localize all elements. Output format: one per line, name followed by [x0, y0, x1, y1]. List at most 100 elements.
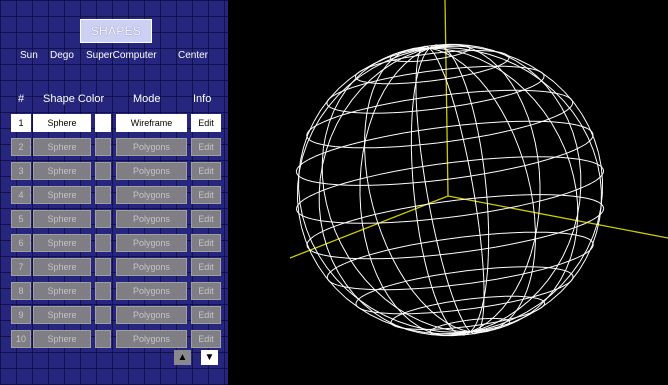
wireframe-edge: [580, 143, 587, 148]
wireframe-edge: [566, 189, 577, 194]
shape-select[interactable]: Sphere: [33, 210, 91, 228]
edit-button[interactable]: Edit: [191, 234, 221, 252]
mode-select[interactable]: Polygons: [116, 234, 187, 252]
shape-number-button[interactable]: 6: [11, 234, 31, 252]
shape-select[interactable]: Sphere: [33, 330, 91, 348]
color-swatch-button[interactable]: [95, 138, 111, 156]
wireframe-edge: [393, 168, 409, 172]
wireframe-edge: [576, 186, 585, 191]
wireframe-edge: [572, 132, 578, 146]
shape-select[interactable]: Sphere: [33, 282, 91, 300]
wireframe-edge: [538, 300, 551, 310]
edit-button[interactable]: Edit: [191, 162, 221, 180]
edit-button[interactable]: Edit: [191, 210, 221, 228]
wireframe-edge: [393, 325, 397, 328]
wireframe-edge: [580, 196, 588, 199]
shape-number-button[interactable]: 1: [11, 114, 31, 132]
wireframe-edge: [395, 74, 406, 78]
color-swatch-button[interactable]: [95, 162, 111, 180]
wireframe-edge: [426, 69, 438, 72]
shape-number-button[interactable]: 9: [11, 306, 31, 324]
wireframe-edge: [558, 93, 564, 96]
wireframe-edge: [522, 238, 536, 243]
wireframe-edge: [533, 227, 538, 242]
mode-select[interactable]: Polygons: [116, 282, 187, 300]
wireframe-edge: [465, 85, 470, 97]
color-swatch-button[interactable]: [95, 258, 111, 276]
wireframe-edge: [344, 110, 351, 113]
wireframe-edge: [437, 60, 442, 69]
edit-button[interactable]: Edit: [191, 282, 221, 300]
wireframe-edge: [511, 83, 519, 95]
wireframe-edge: [444, 75, 449, 86]
shape-select[interactable]: Sphere: [33, 306, 91, 324]
color-swatch-button[interactable]: [95, 282, 111, 300]
wireframe-edge: [508, 274, 521, 278]
shape-select[interactable]: Sphere: [33, 162, 91, 180]
wireframe-edge: [486, 315, 496, 324]
wireframe-edge: [331, 93, 337, 97]
wireframe-edge: [343, 179, 355, 184]
wireframe-edge: [432, 303, 440, 306]
color-swatch-button[interactable]: [95, 186, 111, 204]
wireframe-edge: [464, 324, 469, 330]
shape-number-button[interactable]: 4: [11, 186, 31, 204]
wireframe-edge: [429, 94, 443, 98]
mode-select[interactable]: Polygons: [116, 210, 187, 228]
wireframe-edge: [368, 113, 374, 126]
shape-select[interactable]: Sphere: [33, 186, 91, 204]
color-swatch-button[interactable]: [95, 306, 111, 324]
mode-select[interactable]: Polygons: [116, 306, 187, 324]
shape-number-button[interactable]: 10: [11, 330, 31, 348]
wireframe-edge: [513, 134, 520, 148]
edit-button[interactable]: Edit: [191, 114, 221, 132]
wireframe-edge: [377, 249, 389, 254]
edit-button[interactable]: Edit: [191, 306, 221, 324]
wireframe-edge: [418, 234, 423, 248]
mode-select[interactable]: Wireframe: [116, 114, 187, 132]
triangle-down-icon[interactable]: ▼: [201, 350, 218, 365]
shape-number-button[interactable]: 3: [11, 162, 31, 180]
wireframe-edge: [553, 279, 561, 291]
triangle-up-icon[interactable]: ▲: [174, 350, 191, 365]
shape-select[interactable]: Sphere: [33, 234, 91, 252]
edit-button[interactable]: Edit: [191, 330, 221, 348]
color-swatch-button[interactable]: [95, 114, 111, 132]
mode-select[interactable]: Polygons: [116, 258, 187, 276]
wireframe-edge: [426, 194, 431, 209]
wireframe-edge: [356, 268, 366, 281]
shape-select[interactable]: Sphere: [33, 258, 91, 276]
wireframe-edge: [418, 49, 422, 54]
wireframe-edge: [482, 159, 486, 174]
shape-select[interactable]: Sphere: [33, 138, 91, 156]
wireframe-edge: [475, 134, 489, 138]
mode-select[interactable]: Polygons: [116, 330, 187, 348]
shape-select[interactable]: Sphere: [33, 114, 91, 132]
color-swatch-button[interactable]: [95, 330, 111, 348]
shape-number-button[interactable]: 5: [11, 210, 31, 228]
mode-select[interactable]: Polygons: [116, 162, 187, 180]
shape-number-button[interactable]: 8: [11, 282, 31, 300]
wireframe-edge: [360, 294, 366, 298]
wireframe-edge: [365, 125, 370, 139]
edit-button[interactable]: Edit: [191, 138, 221, 156]
shape-number-button[interactable]: 7: [11, 258, 31, 276]
wireframe-edge: [475, 233, 489, 237]
wireframe-edge: [572, 233, 579, 237]
3d-viewport[interactable]: [228, 0, 668, 385]
wireframe-edge: [592, 149, 598, 164]
shapes-title-button[interactable]: SHAPES: [80, 19, 152, 43]
wireframe-edge: [539, 294, 552, 305]
wireframe-edge: [330, 107, 335, 110]
wireframe-edge: [578, 257, 587, 271]
color-swatch-button[interactable]: [95, 210, 111, 228]
color-swatch-button[interactable]: [95, 234, 111, 252]
shape-number-button[interactable]: 2: [11, 138, 31, 156]
edit-button[interactable]: Edit: [191, 186, 221, 204]
wireframe-edge: [418, 63, 422, 71]
edit-button[interactable]: Edit: [191, 258, 221, 276]
wireframe-edge: [418, 128, 433, 132]
mode-select[interactable]: Polygons: [116, 138, 187, 156]
wireframe-edge: [335, 287, 347, 299]
mode-select[interactable]: Polygons: [116, 186, 187, 204]
